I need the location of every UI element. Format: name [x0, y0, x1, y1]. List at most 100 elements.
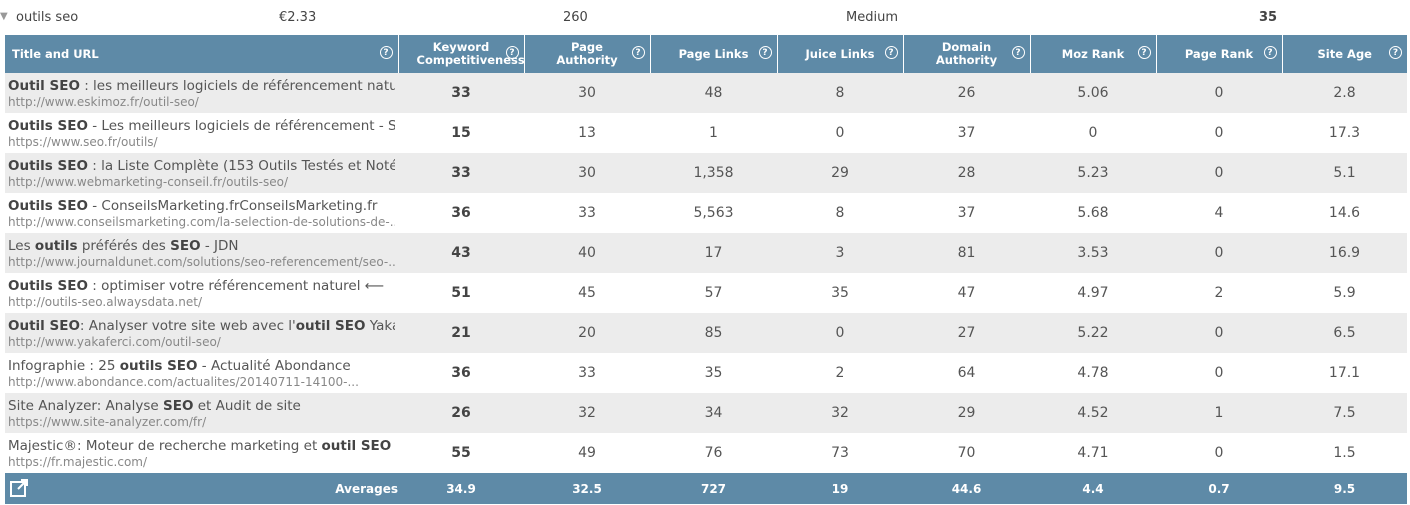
moz-rank-cell: 3.53 — [1077, 245, 1109, 261]
domain-authority-cell: 64 — [957, 365, 976, 381]
page-links-cell: 48 — [704, 85, 723, 101]
domain-authority-cell: 28 — [957, 165, 976, 181]
page-links-cell: 76 — [704, 445, 723, 461]
page-rank-cell: 0 — [1214, 365, 1224, 381]
header-page-links[interactable]: Page Links? — [650, 35, 778, 73]
result-url[interactable]: http://www.abondance.com/actualites/2014… — [8, 374, 359, 389]
table-row: Infographie : 25 outils SEO - Actualité … — [5, 353, 1407, 393]
table-row: Outil SEO: Analyser votre site web avec … — [5, 313, 1407, 353]
domain-authority-cell: 37 — [957, 125, 976, 141]
result-url[interactable]: http://www.journaldunet.com/solutions/se… — [8, 254, 395, 269]
avg-keyword-competitiveness: 34.9 — [398, 473, 524, 504]
averages-cell: Averages — [5, 473, 398, 504]
keyword-competitiveness-cell: 43 — [451, 245, 471, 261]
help-circle-icon[interactable]: ? — [505, 46, 519, 59]
header-moz-rank[interactable]: Moz Rank? — [1030, 35, 1157, 73]
help-circle-icon[interactable]: ? — [884, 46, 898, 59]
result-url[interactable]: https://www.site-analyzer.com/fr/ — [8, 414, 207, 429]
result-title-link[interactable]: Les outils préférés des SEO - JDN — [8, 237, 239, 254]
result-url[interactable]: https://fr.majestic.com/ — [8, 454, 148, 469]
domain-authority-cell: 81 — [957, 245, 976, 261]
moz-rank-cell: 5.06 — [1077, 85, 1109, 101]
header-page-authority[interactable]: Page Authority? — [524, 35, 651, 73]
header-juice-links[interactable]: Juice Links? — [777, 35, 904, 73]
cpc-value: €2.33 — [279, 10, 317, 25]
header-title-url[interactable]: Title and URL? — [5, 35, 399, 73]
result-title-link[interactable]: Outils SEO - Les meilleurs logiciels de … — [8, 117, 395, 134]
site-age-cell: 6.5 — [1333, 325, 1356, 341]
header-label: Keyword Competitiveness — [416, 40, 525, 67]
title-url-cell: Outil SEO: Analyser votre site web avec … — [5, 313, 398, 353]
help-circle-icon[interactable]: ? — [631, 46, 645, 59]
help-circle-icon[interactable]: ? — [379, 46, 393, 59]
title-url-cell: Majestic®: Moteur de recherche marketing… — [5, 433, 398, 473]
header-site-age[interactable]: Site Age? — [1282, 35, 1407, 73]
result-title-link[interactable]: Site Analyzer: Analyse SEO et Audit de s… — [8, 397, 301, 414]
keyword-competitiveness-cell: 33 — [451, 165, 471, 181]
result-title-link[interactable]: Outil SEO: Analyser votre site web avec … — [8, 317, 395, 334]
juice-links-cell: 0 — [835, 325, 845, 341]
title-url-cell: Outils SEO - Les meilleurs logiciels de … — [5, 113, 398, 153]
page-authority-cell: 13 — [578, 125, 596, 141]
result-title-link[interactable]: Infographie : 25 outils SEO - Actualité … — [8, 357, 351, 374]
help-circle-icon[interactable]: ? — [758, 46, 772, 59]
page-rank-cell: 0 — [1214, 445, 1224, 461]
help-circle-icon[interactable]: ? — [1137, 46, 1151, 59]
result-url[interactable]: https://www.seo.fr/outils/ — [8, 134, 158, 149]
help-circle-icon[interactable]: ? — [1263, 46, 1277, 59]
header-label: Page Links — [678, 46, 749, 61]
juice-links-cell: 8 — [835, 85, 845, 101]
result-title-link[interactable]: Majestic®: Moteur de recherche marketing… — [8, 437, 392, 454]
page-authority-cell: 45 — [578, 285, 596, 301]
serp-results-table: Title and URL? Keyword Competitiveness? Pa… — [5, 35, 1407, 504]
title-url-cell: Infographie : 25 outils SEO - Actualité … — [5, 353, 398, 393]
keyword-text: outils seo — [16, 10, 79, 25]
page-links-cell: 35 — [704, 365, 723, 381]
avg-page-rank: 0.7 — [1156, 473, 1282, 504]
table-row: Outils SEO : optimiser votre référenceme… — [5, 273, 1407, 313]
title-url-cell: Outils SEO : optimiser votre référenceme… — [5, 273, 398, 313]
site-age-cell: 16.9 — [1328, 245, 1361, 261]
header-label: Site Age — [1317, 46, 1372, 61]
page-rank-cell: 2 — [1214, 285, 1224, 301]
page-links-cell: 17 — [704, 245, 723, 261]
header-label: Page Authority — [556, 40, 618, 67]
result-url[interactable]: http://www.webmarketing-conseil.fr/outil… — [8, 174, 288, 189]
site-age-cell: 14.6 — [1328, 205, 1361, 221]
moz-rank-cell: 0 — [1088, 125, 1098, 141]
header-page-rank[interactable]: Page Rank? — [1156, 35, 1283, 73]
result-title-link[interactable]: Outils SEO - ConseilsMarketing.frConseil… — [8, 197, 378, 214]
result-title-link[interactable]: Outils SEO : optimiser votre référenceme… — [8, 277, 385, 294]
keyword-competitiveness-cell: 36 — [451, 365, 471, 381]
result-url[interactable]: http://www.eskimoz.fr/outil-seo/ — [8, 94, 199, 109]
result-url[interactable]: http://www.yakaferci.com/outil-seo/ — [8, 334, 221, 349]
avg-juice-links: 19 — [777, 473, 903, 504]
external-link-icon[interactable] — [9, 478, 29, 498]
domain-authority-cell: 47 — [957, 285, 976, 301]
avg-page-authority: 32.5 — [524, 473, 650, 504]
help-circle-icon[interactable]: ? — [1011, 46, 1025, 59]
site-age-cell: 5.1 — [1333, 165, 1356, 181]
page-rank-cell: 4 — [1214, 205, 1224, 221]
page-rank-cell: 0 — [1214, 85, 1224, 101]
result-title-link[interactable]: Outil SEO : les meilleurs logiciels de r… — [8, 77, 395, 94]
page-links-cell: 5,563 — [693, 205, 734, 221]
help-circle-icon[interactable]: ? — [1389, 46, 1402, 59]
header-domain-authority[interactable]: Domain Authority? — [903, 35, 1031, 73]
table-row: Majestic®: Moteur de recherche marketing… — [5, 433, 1407, 473]
caret-down-icon[interactable]: ▼ — [0, 11, 8, 22]
result-title-link[interactable]: Outils SEO : la Liste Complète (153 Outi… — [8, 157, 395, 174]
header-label: Domain Authority — [935, 40, 998, 67]
result-url[interactable]: http://www.conseilsmarketing.com/la-sele… — [8, 214, 395, 229]
page-links-cell: 85 — [704, 325, 723, 341]
result-url[interactable]: http://outils-seo.alwaysdata.net/ — [8, 294, 203, 309]
title-url-cell: Outils SEO - ConseilsMarketing.frConseil… — [5, 193, 398, 233]
avg-domain-authority: 44.6 — [903, 473, 1030, 504]
header-keyword-competitiveness[interactable]: Keyword Competitiveness? — [398, 35, 525, 73]
site-age-cell: 17.3 — [1328, 125, 1361, 141]
header-label: Page Rank — [1184, 46, 1254, 61]
table-row: Outils SEO : la Liste Complète (153 Outi… — [5, 153, 1407, 193]
site-age-cell: 5.9 — [1333, 285, 1356, 301]
page-rank-cell: 0 — [1214, 245, 1224, 261]
page-authority-cell: 30 — [578, 165, 596, 181]
